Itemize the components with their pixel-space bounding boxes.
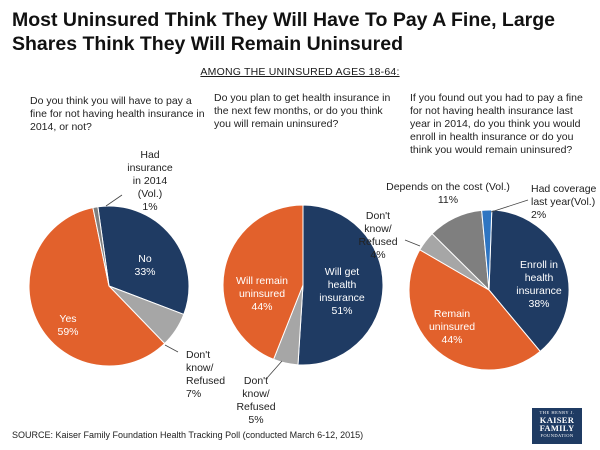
- pie1-label-3: Had insurance in 2014 (Vol.) 1%: [127, 149, 173, 213]
- pie2-slice-0: [297, 204, 384, 366]
- pie1-slice-3: [92, 206, 110, 287]
- pie3-label-3: Depends on the cost (Vol.) 11%: [386, 181, 510, 206]
- chart-title: Most Uninsured Think They Will Have To P…: [12, 9, 556, 55]
- question-1: Do you think you will have to pay a fine…: [30, 95, 205, 133]
- pie1-label-1: Don't know/Refused 7%: [186, 349, 225, 400]
- pie3-label-2: Don't know/Refused 4%: [358, 210, 397, 261]
- pie2-label-1: Don't know/Refused 5%: [236, 375, 275, 426]
- logo-line-1: THE HENRY J.: [539, 410, 575, 415]
- pie3-label-1: Remain uninsured 44%: [429, 308, 475, 346]
- pie1-slice-2: [28, 207, 166, 367]
- pie2-leader-1: [266, 360, 283, 379]
- pie3-slice-0: [488, 209, 570, 353]
- question-3: If you found out you had to pay a fine f…: [410, 92, 583, 156]
- logo-line-2a: KAISER: [539, 415, 575, 425]
- pie1-label-0: No 33%: [134, 253, 155, 278]
- pie2-label-2: Will remain uninsured 44%: [236, 275, 288, 313]
- pie1-leader-3: [105, 194, 123, 207]
- logo-line-3: FOUNDATION: [540, 433, 574, 438]
- pie1-slice-0: [97, 205, 190, 316]
- pie3-leader-2: [404, 239, 421, 247]
- chart-subtitle: AMONG THE UNINSURED AGES 18-64:: [200, 66, 400, 78]
- source-note: SOURCE: Kaiser Family Foundation Health …: [12, 430, 364, 440]
- pie3-slice-1: [408, 249, 541, 371]
- logo-line-2b: FAMILY: [539, 423, 575, 433]
- pie3-slice-4: [481, 209, 493, 291]
- pie1-label-2: Yes 59%: [57, 313, 78, 338]
- pie2-slice-2: [222, 204, 304, 361]
- kff-logo: THE HENRY J. KAISER FAMILY FOUNDATION: [532, 408, 582, 444]
- pie3-label-4: Had coverage last year(Vol.) 2%: [531, 183, 597, 221]
- question-2: Do you plan to get health insurance in t…: [214, 92, 391, 130]
- pie2-label-0: Will get health insurance 51%: [319, 266, 365, 317]
- pie3-label-0: Enroll in health insurance 38%: [516, 259, 562, 310]
- pie1-leader-1: [164, 344, 179, 353]
- pie3-leader-4: [490, 199, 529, 213]
